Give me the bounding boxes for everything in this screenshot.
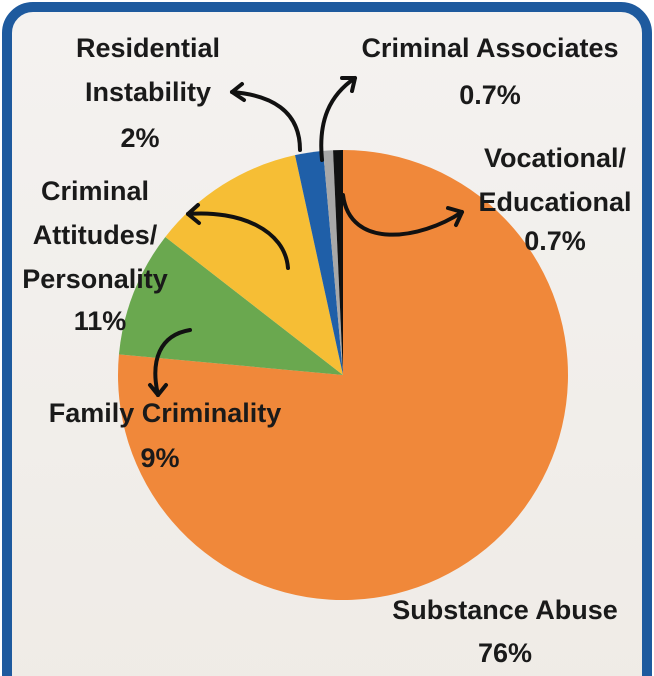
category-label: Criminal Associates (361, 33, 618, 63)
value-label: 0.7% (524, 226, 586, 256)
label-line: Residential (76, 33, 220, 63)
category-label: Criminal Attitudes/Personality (22, 176, 168, 294)
label-line: Personality (22, 264, 168, 294)
category-label: Family Criminality (49, 398, 282, 428)
pie (118, 150, 568, 600)
label-line: Educational (478, 187, 631, 217)
value-label: 76% (478, 638, 532, 668)
label-line: Instability (85, 77, 211, 107)
value-label: 2% (120, 123, 159, 153)
value-label: 9% (140, 443, 179, 473)
page: {"chart_data": {"type": "pie", "categori… (0, 0, 654, 676)
label-line: Criminal (41, 176, 149, 206)
label-line: Attitudes/ (33, 220, 158, 250)
value-label: 0.7% (459, 80, 521, 110)
label-line: Vocational/ (484, 143, 627, 173)
category-label: Substance Abuse (392, 595, 618, 625)
value-label: 11% (74, 306, 127, 336)
chart: Substance Abuse 76% Family Criminality 9% Cr… (0, 0, 654, 676)
